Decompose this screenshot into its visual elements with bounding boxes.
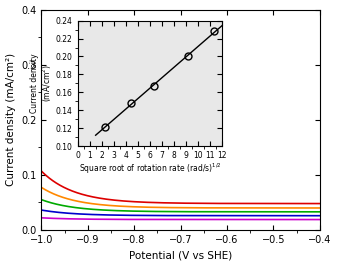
X-axis label: Potential (V vs SHE): Potential (V vs SHE): [129, 251, 232, 260]
Y-axis label: Current density (mA/cm²): Current density (mA/cm²): [5, 53, 16, 186]
